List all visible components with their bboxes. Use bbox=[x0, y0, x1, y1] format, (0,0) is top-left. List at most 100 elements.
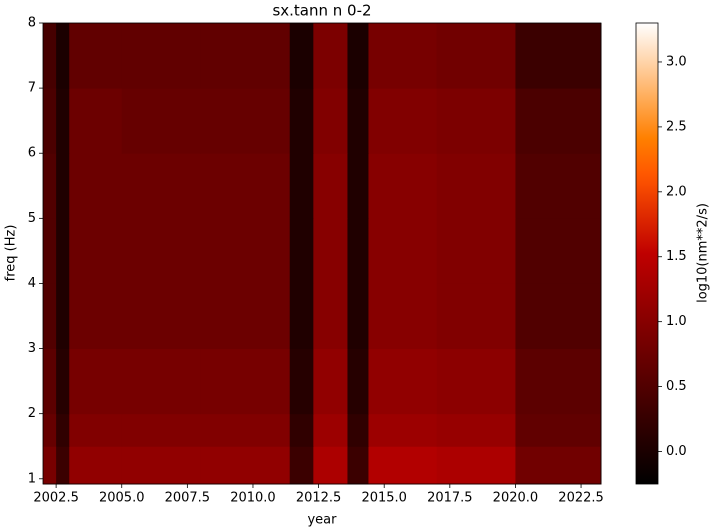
heatmap-cell bbox=[436, 446, 516, 485]
heatmap-cell bbox=[436, 348, 516, 415]
colorbar-tick-label: 3.0 bbox=[666, 54, 687, 69]
heatmap-cell bbox=[368, 283, 438, 350]
colorbar-tick-label: 2.0 bbox=[666, 184, 687, 199]
heatmap-cell bbox=[69, 88, 123, 154]
heatmap-cell bbox=[313, 348, 348, 415]
heatmap-cell bbox=[313, 283, 348, 350]
heatmap-cell bbox=[368, 218, 438, 284]
x-tick-label: 2002.5 bbox=[33, 491, 79, 506]
heatmap-cell bbox=[121, 348, 201, 415]
y-tick-label: 6 bbox=[28, 146, 36, 161]
chart-title: sx.tann n 0-2 bbox=[272, 2, 371, 20]
colorbar-tick-label: 1.5 bbox=[666, 249, 687, 264]
heatmap-cell bbox=[347, 413, 369, 447]
heatmap-cell bbox=[200, 348, 291, 415]
heatmap-cell bbox=[515, 88, 602, 154]
heatmap-cell bbox=[289, 283, 314, 350]
heatmap-cell bbox=[436, 413, 516, 447]
x-tick-label: 2010.0 bbox=[230, 491, 276, 506]
heatmap-cell bbox=[289, 348, 314, 415]
heatmap-cell bbox=[289, 23, 314, 89]
x-tick-label: 2007.5 bbox=[165, 491, 211, 506]
heatmap-cell bbox=[56, 153, 70, 219]
heatmap-cell bbox=[200, 413, 291, 447]
x-tick-label: 2022.5 bbox=[558, 491, 604, 506]
heatmap-cell bbox=[289, 413, 314, 447]
heatmap-cell bbox=[43, 218, 57, 284]
heatmap-cell bbox=[368, 413, 438, 447]
heatmap-cell bbox=[43, 153, 57, 219]
heatmap-cell bbox=[436, 88, 516, 154]
heatmap-cell bbox=[200, 446, 291, 485]
heatmap-cell bbox=[347, 218, 369, 284]
heatmap-cell bbox=[347, 283, 369, 350]
y-tick-label: 7 bbox=[28, 81, 36, 96]
heatmap-cell bbox=[56, 218, 70, 284]
plot-frame bbox=[42, 22, 602, 485]
x-axis-label: year bbox=[307, 513, 337, 528]
heatmap-cell bbox=[436, 23, 516, 89]
heatmap-cell bbox=[43, 23, 57, 89]
heatmap-cell bbox=[313, 23, 348, 89]
heatmap-cell bbox=[43, 446, 57, 485]
heatmap-cell bbox=[313, 218, 348, 284]
heatmap-cell bbox=[313, 153, 348, 219]
heatmap-cell bbox=[515, 283, 602, 350]
heatmap-cell bbox=[347, 153, 369, 219]
heatmap-cell bbox=[515, 348, 602, 415]
heatmap-cell bbox=[43, 283, 57, 350]
heatmap-cell bbox=[69, 413, 123, 447]
heatmap-cell bbox=[56, 88, 70, 154]
heatmap-cell bbox=[515, 446, 602, 485]
heatmap-cell bbox=[289, 446, 314, 485]
heatmap-cell bbox=[515, 153, 602, 219]
heatmap-cell bbox=[121, 413, 201, 447]
x-tick-label: 2005.0 bbox=[99, 491, 145, 506]
y-tick-label: 1 bbox=[28, 471, 36, 486]
heatmap-cell bbox=[56, 23, 70, 89]
heatmap-cell bbox=[43, 88, 57, 154]
y-tick-label: 5 bbox=[28, 211, 36, 226]
x-tick-label: 2020.0 bbox=[493, 491, 539, 506]
heatmap-cell bbox=[56, 348, 70, 415]
heatmap-cell bbox=[289, 88, 314, 154]
heatmap-cell bbox=[200, 88, 291, 154]
heatmap-cell bbox=[436, 218, 516, 284]
heatmap-cell bbox=[121, 88, 201, 154]
heatmap-cell bbox=[43, 413, 57, 447]
x-tick-label: 2012.5 bbox=[296, 491, 342, 506]
y-tick-label: 4 bbox=[28, 276, 36, 291]
colorbar-tick-label: 0.5 bbox=[666, 379, 687, 394]
heatmap-cell bbox=[368, 23, 438, 89]
heatmap-cell bbox=[121, 283, 201, 350]
heatmap-cell bbox=[436, 153, 516, 219]
heatmap-cell bbox=[368, 446, 438, 485]
heatmap-cell bbox=[515, 23, 602, 89]
heatmap-cell bbox=[43, 348, 57, 415]
heatmap-cell bbox=[56, 283, 70, 350]
heatmap-cell bbox=[200, 218, 291, 284]
heatmap-cell bbox=[69, 153, 123, 219]
colorbar bbox=[635, 22, 659, 485]
heatmap-cell bbox=[121, 153, 201, 219]
heatmap-cell bbox=[289, 218, 314, 284]
heatmap-cell bbox=[289, 153, 314, 219]
x-tick-label: 2015.0 bbox=[361, 491, 407, 506]
heatmap-cell bbox=[200, 153, 291, 219]
heatmap-cell bbox=[69, 218, 123, 284]
heatmap-cell bbox=[313, 446, 348, 485]
heatmap-cell bbox=[69, 348, 123, 415]
heatmap-cell bbox=[347, 446, 369, 485]
heatmap-cell bbox=[313, 88, 348, 154]
heatmap-cell bbox=[200, 283, 291, 350]
heatmap-cell bbox=[121, 218, 201, 284]
x-tick-label: 2017.5 bbox=[427, 491, 473, 506]
heatmap-cell bbox=[515, 413, 602, 447]
heatmap-cell bbox=[347, 23, 369, 89]
colorbar-tick-label: 2.5 bbox=[666, 119, 687, 134]
heatmap-cell bbox=[69, 446, 123, 485]
heatmap-cell bbox=[347, 88, 369, 154]
y-tick-label: 2 bbox=[28, 406, 36, 421]
heatmap-cell bbox=[200, 23, 291, 89]
